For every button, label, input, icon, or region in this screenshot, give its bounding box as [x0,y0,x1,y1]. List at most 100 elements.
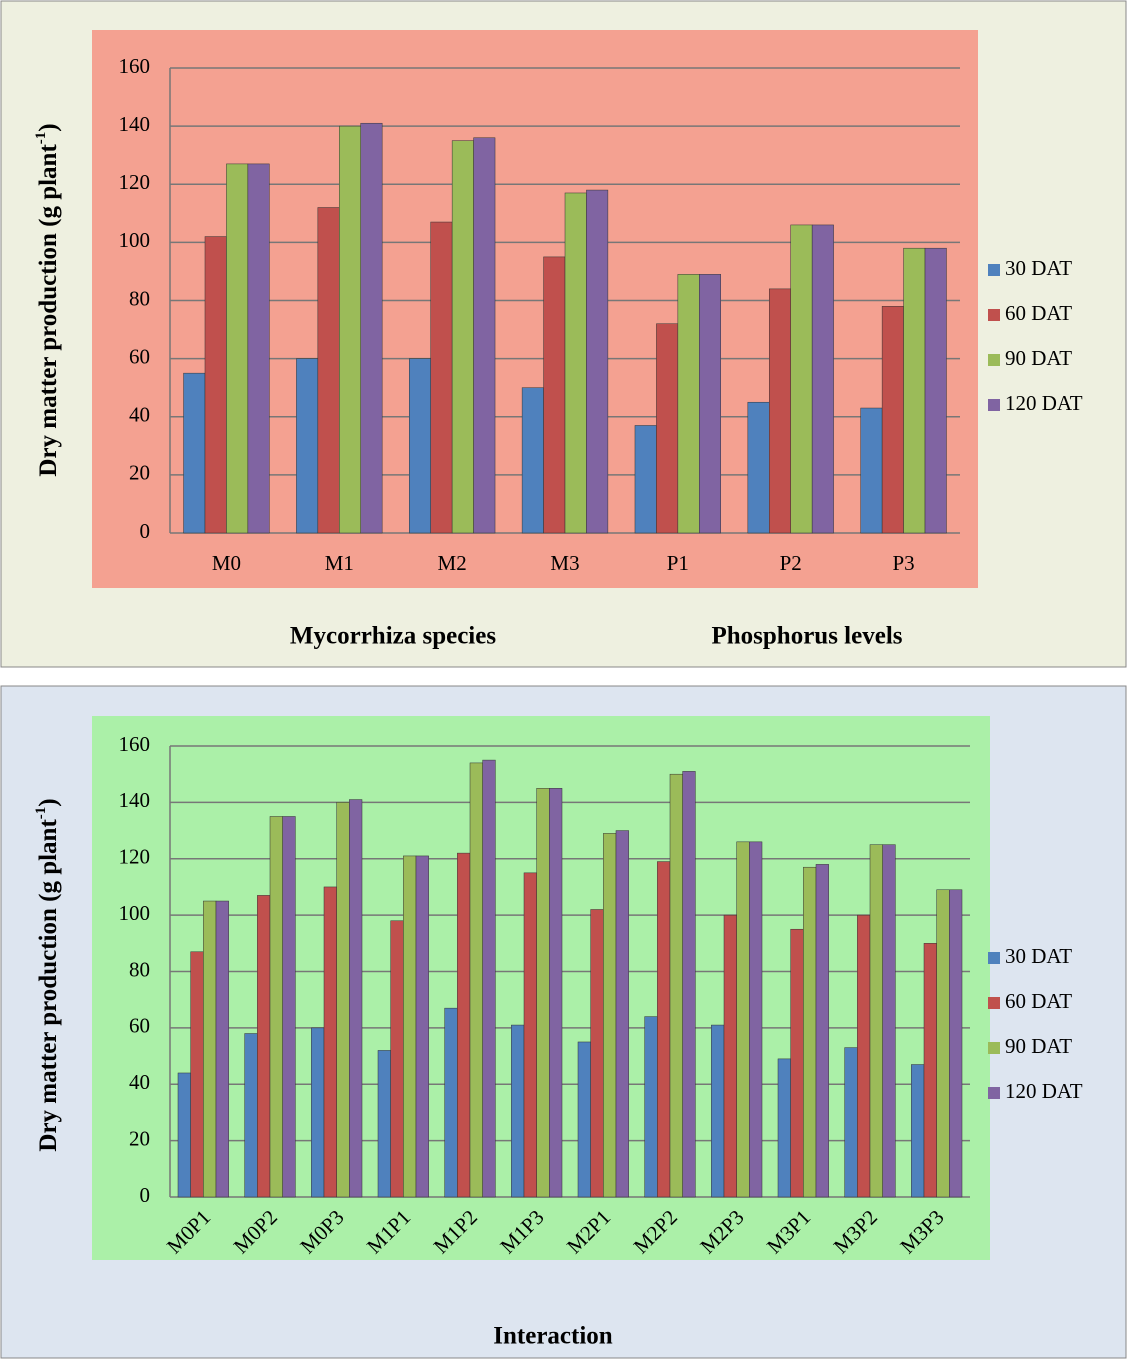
bar [577,1041,591,1198]
y-tick-label: 160 [119,54,151,78]
bar [523,872,537,1198]
bar [177,1072,191,1198]
y-tick-label: 20 [129,461,150,485]
bar [244,1033,258,1198]
y-tick-label: 100 [119,228,151,252]
bar [296,358,319,534]
bar [911,1064,925,1198]
bar [339,125,361,534]
bar [699,274,721,534]
bar [543,256,566,534]
y-tick-label: 160 [119,732,151,756]
bar [457,852,471,1198]
bar [603,833,617,1198]
x-tick-label: P1 [667,551,689,575]
bar [656,323,679,534]
x-axis-title: Interaction [493,1323,613,1350]
bar [430,221,453,534]
bar [183,372,206,534]
bar [634,425,657,534]
legend-label: 60 DAT [1005,989,1072,1013]
y-tick-label: 60 [129,1014,150,1038]
bar [190,951,204,1198]
bar [482,759,496,1198]
y-tick-label: 60 [129,344,150,368]
legend-label: 120 DAT [1005,1079,1083,1103]
bar [669,773,683,1198]
legend-label: 30 DAT [1005,944,1072,968]
bar [769,288,791,534]
y-tick-label: 0 [140,519,151,543]
bar [586,189,609,534]
x-axis-title: Phosphorus levels [711,623,902,650]
bar [923,943,937,1198]
bar [390,920,404,1198]
y-axis-title-part: ) [35,798,62,806]
bar [860,407,883,534]
bar [790,928,804,1198]
bar [644,1016,658,1198]
bar [360,122,383,534]
bar [323,886,337,1198]
bar [247,163,270,534]
x-tick-label: M2 [438,551,467,575]
y-tick-label: 120 [119,845,151,869]
legend-swatch [988,309,1000,321]
legend-swatch [988,264,1000,276]
y-axis-title-part: Dry matter production (g plant [35,819,62,1152]
bar [882,844,896,1198]
y-tick-label: 120 [119,170,151,194]
y-tick-label: 100 [119,901,151,925]
bar [682,771,696,1198]
bar [549,788,563,1198]
y-tick-label: 140 [119,788,151,812]
bar [403,855,417,1198]
bar [777,1058,791,1198]
legend-label: 120 DAT [1005,391,1083,415]
bar [790,224,813,534]
legend-label: 30 DAT [1005,256,1072,280]
bar [203,900,217,1198]
y-axis-title-part: ) [35,123,62,131]
bar [564,192,587,534]
bar [924,247,947,534]
bar [473,137,496,534]
legend-label: 90 DAT [1005,346,1072,370]
bar [949,889,963,1198]
bar [615,830,629,1198]
legend-label: 90 DAT [1005,1034,1072,1058]
bar [747,401,770,534]
bar [536,788,550,1198]
y-axis-title: Dry matter production (g plant-1) [33,123,61,476]
bar [811,224,834,534]
bar [444,1007,458,1198]
y-axis-title-part: -1 [33,132,49,145]
bar [204,236,227,534]
y-axis-title-part: -1 [33,807,49,820]
y-tick-label: 40 [129,1070,150,1094]
bar [936,889,950,1198]
y-tick-label: 140 [119,112,151,136]
y-axis-title-part: Dry matter production (g plant [35,144,62,477]
bar [803,866,817,1198]
legend-swatch [988,354,1000,366]
bar [269,816,283,1198]
bar [881,306,904,534]
bar [903,247,926,534]
bar [377,1050,391,1198]
x-tick-label: M1 [325,551,354,575]
x-tick-label: M3 [550,551,579,575]
bar [282,816,296,1198]
bar [317,207,340,534]
bar [451,140,474,534]
x-tick-label: P2 [780,551,802,575]
legend-swatch [988,1087,1000,1099]
legend-swatch [988,399,1000,411]
bar [511,1024,525,1198]
legend-swatch [988,997,1000,1009]
y-tick-label: 20 [129,1126,150,1150]
bar [415,855,429,1198]
bar [336,802,350,1198]
bar [711,1024,725,1198]
